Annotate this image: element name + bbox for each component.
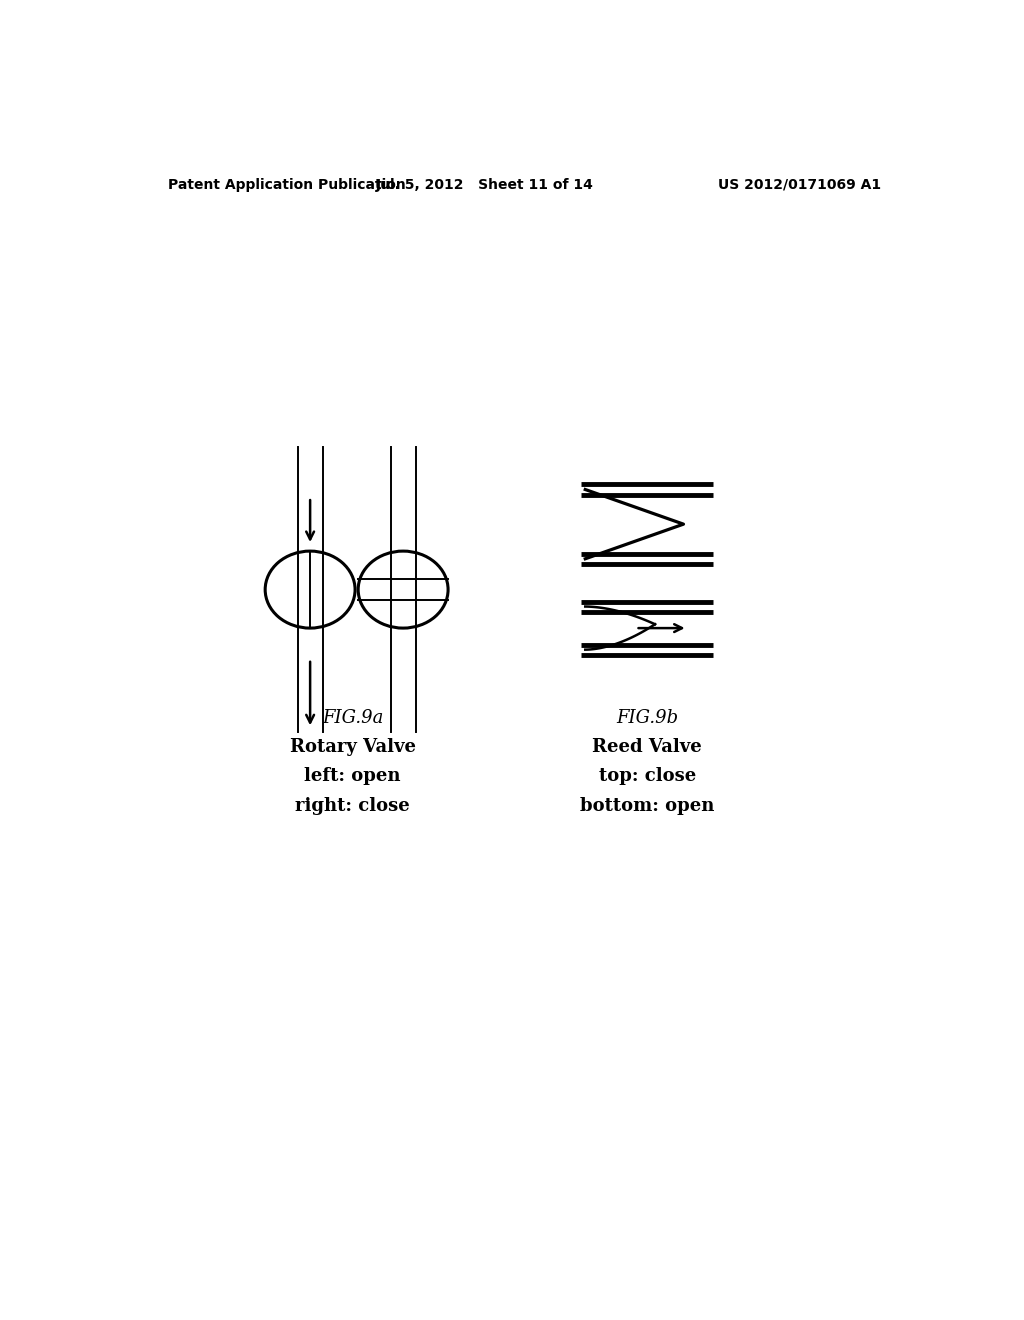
Text: Patent Application Publication: Patent Application Publication: [168, 178, 407, 191]
Text: US 2012/0171069 A1: US 2012/0171069 A1: [718, 178, 882, 191]
Text: FIG.9a: FIG.9a: [323, 709, 383, 727]
Text: right: close: right: close: [295, 797, 411, 814]
Text: top: close: top: close: [599, 767, 696, 785]
Text: FIG.9b: FIG.9b: [616, 709, 678, 727]
Text: Jul. 5, 2012   Sheet 11 of 14: Jul. 5, 2012 Sheet 11 of 14: [376, 178, 594, 191]
Text: Rotary Valve: Rotary Valve: [290, 738, 416, 756]
Text: Reed Valve: Reed Valve: [592, 738, 702, 756]
Text: left: open: left: open: [304, 767, 401, 785]
Text: bottom: open: bottom: open: [580, 797, 715, 814]
